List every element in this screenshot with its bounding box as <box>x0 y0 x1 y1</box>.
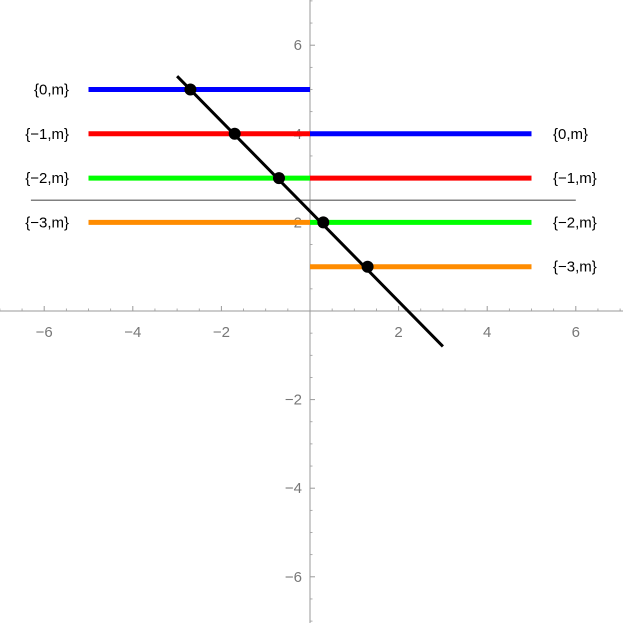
y-tick-label: −6 <box>285 569 302 586</box>
x-tick-label: −4 <box>124 324 141 341</box>
y-tick-label: −2 <box>285 392 302 409</box>
x-tick-label: 2 <box>394 324 402 341</box>
plot-lines <box>30 75 576 348</box>
right-series-label: {−3,m} <box>553 259 597 276</box>
x-tick-label: −2 <box>213 324 230 341</box>
right-series-label: {0,m} <box>553 126 588 143</box>
series-labels: {0,m} {−1,m} {−2,m} {−3,m} {0,m} {−1,m} {−2,m}… <box>25 82 597 276</box>
x-tick-label: 4 <box>483 324 491 341</box>
right-series-label: {−2,m} <box>553 214 597 231</box>
y-tick-label: −4 <box>285 480 302 497</box>
intersection-point <box>317 216 330 229</box>
left-series-label: {−3,m} <box>25 214 69 231</box>
left-series-label: {−2,m} <box>25 170 69 187</box>
intersection-point <box>228 127 241 140</box>
black-line <box>176 75 444 348</box>
right-series-label: {−1,m} <box>553 170 597 187</box>
y-tick-label: 6 <box>294 37 302 54</box>
intersection-point <box>272 172 285 185</box>
intersection-points <box>184 83 374 273</box>
intersection-point <box>184 83 197 96</box>
x-tick-label: 6 <box>572 324 580 341</box>
x-tick-label: −6 <box>36 324 53 341</box>
left-series-label: {−1,m} <box>25 126 69 143</box>
left-series-label: {0,m} <box>34 82 69 99</box>
intersection-point <box>361 260 374 273</box>
